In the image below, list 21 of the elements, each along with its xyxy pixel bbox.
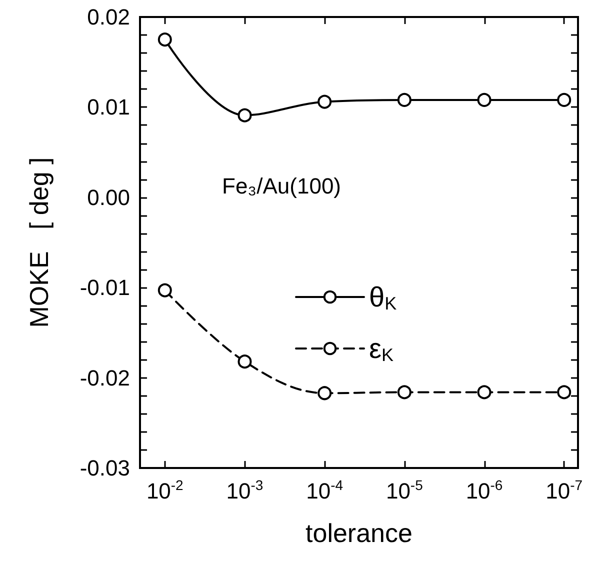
y-tick-label: -0.02 [80, 365, 130, 390]
y-tick-label: 0.01 [87, 94, 130, 120]
y-tick-label: 0.00 [87, 184, 130, 210]
point [557, 92, 572, 107]
y-tick-label: -0.01 [80, 275, 130, 300]
y-axis-title: MOKE [ deg ] [24, 157, 54, 328]
y-tick-label: -0.03 [80, 456, 130, 480]
point [158, 32, 172, 47]
point [557, 385, 572, 400]
x-axis-title: tolerance [306, 518, 412, 548]
annotation: Fe₃/Au(100) [222, 174, 342, 198]
point [318, 386, 332, 400]
y-tick-label: 0.02 [87, 4, 130, 30]
point [477, 385, 492, 400]
point [158, 283, 172, 298]
point [238, 108, 252, 122]
point [397, 92, 412, 107]
point [397, 385, 412, 400]
point [318, 94, 332, 109]
point [238, 354, 252, 369]
point [477, 92, 492, 107]
